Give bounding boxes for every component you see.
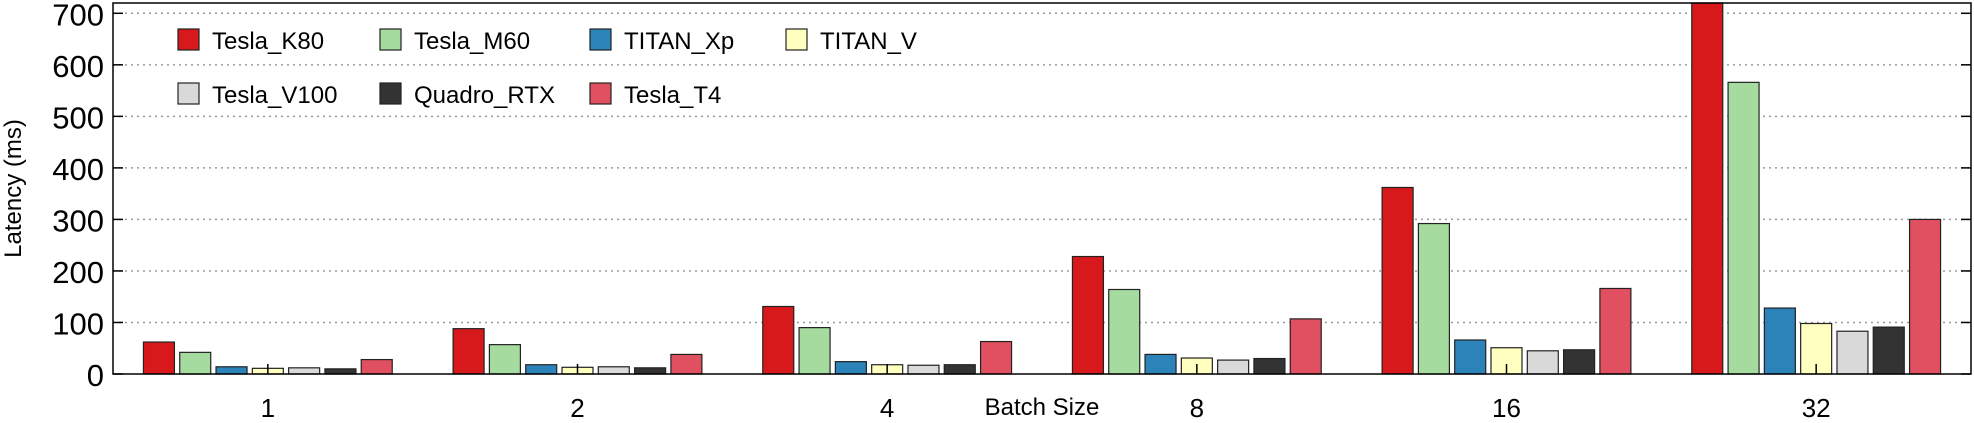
- y-axis-title: Latency (ms): [0, 119, 27, 258]
- bars: [142, 2, 1942, 375]
- legend-swatch: [177, 82, 200, 105]
- x-tick-label: 8: [1190, 393, 1204, 423]
- bar-tesla-m60-batch-4: [798, 327, 831, 375]
- bar-titan-xp-batch-1: [215, 366, 248, 375]
- bar-tesla-m60-batch-16: [1417, 222, 1451, 375]
- legend-swatch: [177, 28, 200, 51]
- x-tick-label: 1: [261, 393, 275, 423]
- legend-label: TITAN_Xp: [624, 28, 734, 55]
- legend-label: TITAN_V: [820, 28, 917, 55]
- bar-quadro-rtx-batch-16: [1562, 349, 1596, 375]
- y-tick-label: 600: [52, 49, 104, 84]
- x-axis-title: Batch Size: [985, 394, 1100, 421]
- x-axis: 1 2 4 8 16 32: [261, 364, 1831, 423]
- bar-tesla-t4-batch-32: [1908, 218, 1942, 375]
- y-tick-label: 500: [52, 100, 104, 135]
- bar-quadro-rtx-batch-1: [324, 368, 357, 375]
- x-tick-label: 16: [1492, 393, 1521, 423]
- bar-tesla-t4-batch-1: [360, 358, 393, 375]
- y-tick-label: 300: [52, 203, 104, 238]
- bar-tesla-v100-batch-32: [1836, 330, 1869, 375]
- bar-tesla-m60-batch-1: [179, 351, 212, 375]
- bar-quadro-rtx-batch-32: [1872, 326, 1905, 375]
- legend-swatch: [379, 28, 402, 51]
- bar-tesla-m60-batch-2: [488, 344, 521, 375]
- bar-tesla-k80-batch-4: [762, 305, 795, 375]
- bar-titan-xp-batch-4: [834, 361, 867, 375]
- bar-tesla-m60-batch-8: [1108, 288, 1141, 375]
- bar-tesla-k80-batch-8: [1071, 255, 1105, 375]
- x-tick-label: 2: [570, 393, 584, 423]
- bar-tesla-m60-batch-32: [1727, 81, 1760, 375]
- bar-tesla-v100-batch-16: [1526, 350, 1559, 375]
- bar-tesla-k80-batch-16: [1381, 186, 1414, 375]
- y-tick-label: 0: [87, 358, 104, 393]
- y-tick-label: 700: [52, 0, 104, 32]
- legend-swatch: [379, 82, 402, 105]
- bar-tesla-t4-batch-8: [1289, 318, 1322, 375]
- legend-swatch: [589, 28, 612, 51]
- grid-lines: [113, 12, 1971, 324]
- legend-swatch: [785, 28, 808, 51]
- bar-tesla-t4-batch-16: [1599, 287, 1632, 375]
- bar-quadro-rtx-batch-8: [1253, 357, 1286, 375]
- bar-titan-xp-batch-8: [1144, 353, 1177, 375]
- x-tick-label: 32: [1802, 393, 1831, 423]
- legend-label: Quadro_RTX: [414, 82, 555, 109]
- bar-tesla-v100-batch-8: [1217, 359, 1250, 375]
- bar-tesla-k80-batch-1: [142, 341, 176, 375]
- legend: Tesla_K80 Tesla_M60 TITAN_Xp TITAN_V Tesla_V…: [177, 28, 917, 109]
- legend-label: Tesla_M60: [414, 28, 530, 55]
- bar-tesla-t4-batch-4: [979, 340, 1013, 375]
- plot-frame: [112, 2, 1972, 375]
- bar-quadro-rtx-batch-4: [943, 364, 976, 375]
- legend-label: Tesla_K80: [212, 28, 324, 55]
- y-tick-label: 100: [52, 306, 104, 341]
- bar-tesla-t4-batch-2: [670, 353, 703, 375]
- bar-titan-xp-batch-2: [525, 364, 558, 375]
- bar-tesla-v100-batch-2: [597, 366, 630, 375]
- bar-tesla-v100-batch-4: [907, 364, 940, 375]
- y-tick-label: 200: [52, 255, 104, 290]
- bar-titan-xp-batch-32: [1763, 307, 1796, 375]
- bar-tesla-k80-batch-32: [1691, 2, 1724, 375]
- legend-label: Tesla_V100: [212, 82, 337, 109]
- legend-label: Tesla_T4: [624, 82, 721, 109]
- bar-titan-xp-batch-16: [1454, 339, 1487, 375]
- bar-tesla-v100-batch-1: [288, 367, 321, 375]
- legend-swatch: [589, 82, 612, 105]
- x-tick-label: 4: [880, 393, 894, 423]
- y-tick-label: 400: [52, 152, 104, 187]
- bar-tesla-k80-batch-2: [452, 328, 485, 375]
- y-axis: 0 100 200 300 400 500 600 700: [52, 0, 1971, 393]
- bar-quadro-rtx-batch-2: [633, 367, 667, 375]
